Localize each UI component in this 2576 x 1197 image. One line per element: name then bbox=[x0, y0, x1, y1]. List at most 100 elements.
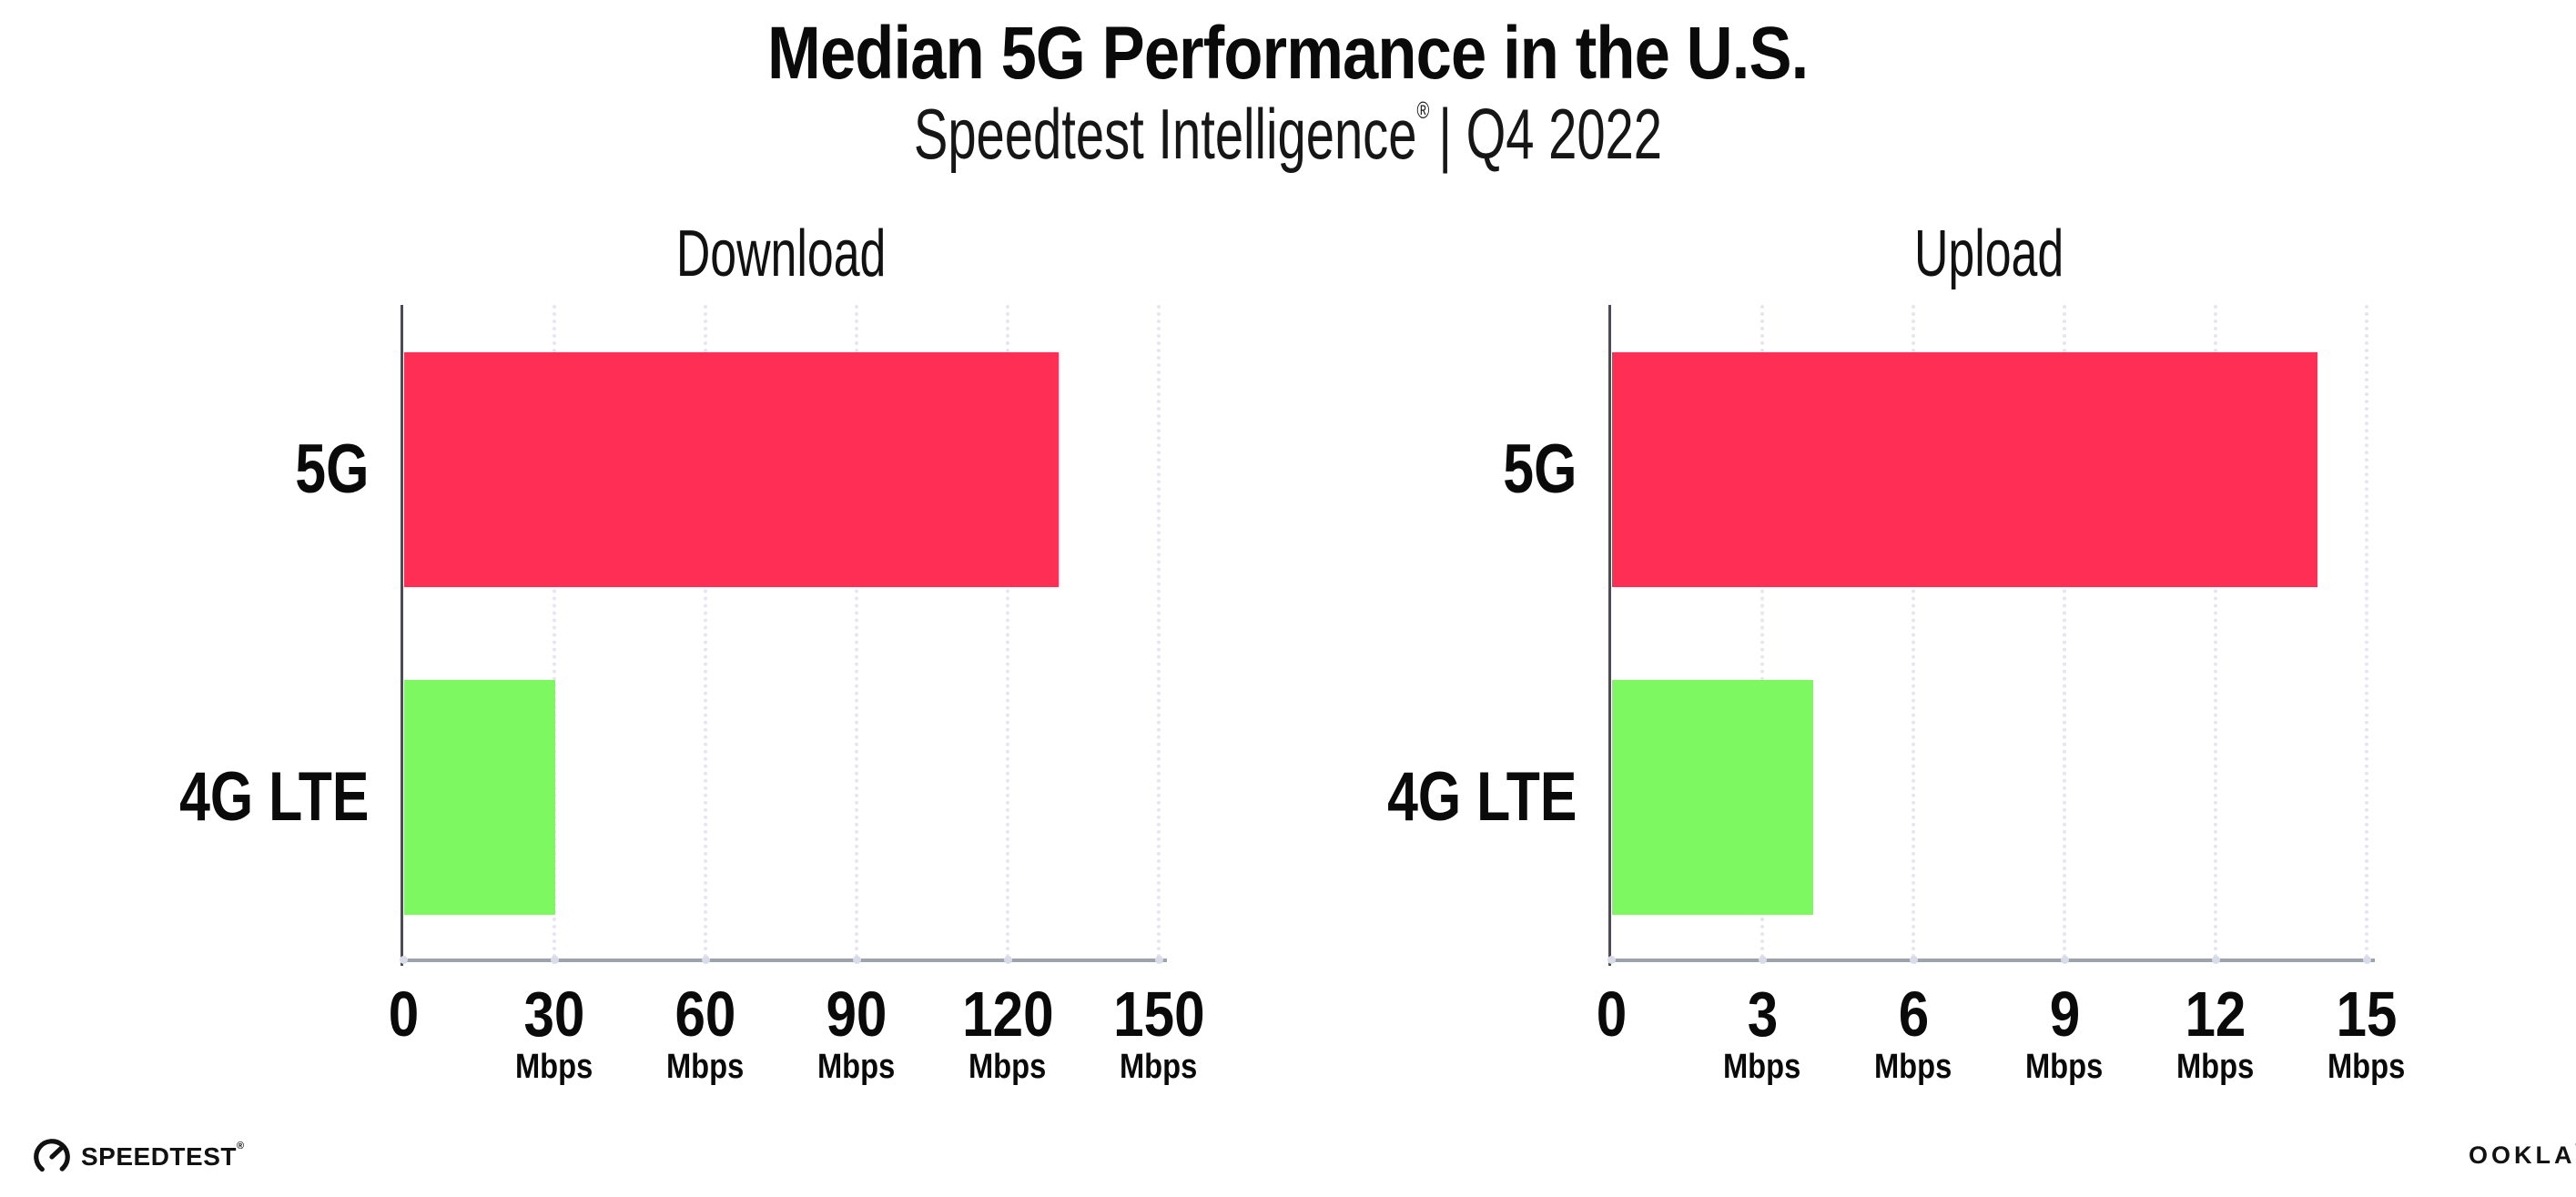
upload-tick-unit-12: Mbps bbox=[2134, 1049, 2297, 1085]
subtitle-period: | Q4 2022 bbox=[1438, 94, 1663, 174]
page-title-text: Median 5G Performance in the U.S. bbox=[767, 12, 1809, 95]
download-chart-title-text: Download bbox=[675, 218, 887, 290]
download-tick-label-120: 120 bbox=[926, 981, 1090, 1047]
tick-label-text: 15 bbox=[2336, 979, 2398, 1050]
tick-unit-text: Mbps bbox=[1120, 1048, 1198, 1086]
speedtest-logo-text: SPEEDTEST® bbox=[81, 1141, 245, 1172]
upload-tick-label-0: 0 bbox=[1529, 981, 1693, 1047]
download-gridline-30 bbox=[553, 305, 556, 959]
upload-tick-label-15: 15 bbox=[2285, 981, 2449, 1047]
registered-mark: ® bbox=[1416, 96, 1430, 124]
tick-label-text: 150 bbox=[1112, 979, 1205, 1050]
download-tick-dot-120 bbox=[1004, 956, 1012, 964]
download-gridline-60 bbox=[704, 305, 707, 959]
upload-gridline-9 bbox=[2063, 305, 2066, 959]
upload-tick-dot-12 bbox=[2212, 956, 2220, 964]
download-bar-5g bbox=[404, 352, 1059, 587]
download-tick-dot-0 bbox=[400, 956, 408, 964]
upload-tick-dot-0 bbox=[1607, 956, 1616, 964]
download-tick-label-150: 150 bbox=[1077, 981, 1241, 1047]
upload-y-axis bbox=[1608, 305, 1611, 966]
category-label-text: 5G bbox=[1502, 431, 1577, 508]
tick-unit-text: Mbps bbox=[969, 1048, 1047, 1086]
tick-label-text: 6 bbox=[1898, 979, 1929, 1050]
upload-tick-dot-6 bbox=[1910, 956, 1918, 964]
upload-tick-dot-9 bbox=[2061, 956, 2069, 964]
upload-chart-title-text: Upload bbox=[1913, 218, 2064, 290]
download-gridline-150 bbox=[1157, 305, 1161, 959]
download-tick-unit-150: Mbps bbox=[1077, 1049, 1241, 1085]
upload-tick-unit-15: Mbps bbox=[2285, 1049, 2449, 1085]
tick-unit-text: Mbps bbox=[817, 1048, 896, 1086]
download-chart-title: Download bbox=[403, 217, 1159, 291]
tick-label-text: 90 bbox=[826, 979, 887, 1050]
subtitle-brand: Speedtest Intelligence bbox=[913, 94, 1417, 174]
tick-unit-text: Mbps bbox=[1874, 1048, 1952, 1086]
download-tick-label-60: 60 bbox=[624, 981, 787, 1047]
download-tick-unit-90: Mbps bbox=[775, 1049, 938, 1085]
download-tick-dot-150 bbox=[1155, 956, 1163, 964]
tick-label-text: 60 bbox=[674, 979, 736, 1050]
download-tick-unit-120: Mbps bbox=[926, 1049, 1090, 1085]
page-subtitle-text: Speedtest Intelligence® | Q4 2022 bbox=[914, 93, 1662, 176]
tick-label-text: 0 bbox=[388, 979, 419, 1050]
tick-label-text: 3 bbox=[1747, 979, 1778, 1050]
tick-unit-text: Mbps bbox=[2176, 1048, 2255, 1086]
category-label-text: 4G LTE bbox=[1386, 758, 1577, 836]
upload-tick-dot-3 bbox=[1759, 956, 1767, 964]
upload-tick-unit-6: Mbps bbox=[1831, 1049, 1995, 1085]
tick-unit-text: Mbps bbox=[2328, 1048, 2406, 1086]
upload-tick-label-9: 9 bbox=[1983, 981, 2146, 1047]
tick-label-text: 0 bbox=[1596, 979, 1627, 1050]
download-gridline-120 bbox=[1006, 305, 1009, 959]
tick-label-text: 12 bbox=[2185, 979, 2246, 1050]
download-tick-unit-30: Mbps bbox=[472, 1049, 636, 1085]
upload-tick-label-3: 3 bbox=[1680, 981, 1844, 1047]
upload-bar-4g-lte bbox=[1612, 680, 1813, 915]
upload-gridline-15 bbox=[2365, 305, 2368, 959]
download-tick-label-30: 30 bbox=[472, 981, 636, 1047]
page-title: Median 5G Performance in the U.S. bbox=[0, 11, 2576, 96]
download-y-axis bbox=[401, 305, 403, 966]
ookla-logo: OOKLA® bbox=[2469, 1140, 2576, 1170]
speedtest-logo: SPEEDTEST® bbox=[31, 1136, 245, 1178]
speedtest-wordmark: SPEEDTEST bbox=[81, 1142, 237, 1171]
upload-category-label-5g: 5G bbox=[1212, 429, 1577, 511]
upload-gridline-12 bbox=[2214, 305, 2217, 959]
upload-gridline-6 bbox=[1912, 305, 1915, 959]
upload-bar-5g bbox=[1612, 352, 2317, 587]
page-subtitle: Speedtest Intelligence® | Q4 2022 bbox=[0, 93, 2576, 176]
tick-unit-text: Mbps bbox=[2025, 1048, 2104, 1086]
upload-tick-unit-3: Mbps bbox=[1680, 1049, 1844, 1085]
download-x-axis bbox=[401, 959, 1167, 962]
download-category-label-4g-lte: 4G LTE bbox=[5, 756, 369, 838]
tick-unit-text: Mbps bbox=[515, 1048, 593, 1086]
tick-unit-text: Mbps bbox=[666, 1048, 745, 1086]
tick-label-text: 9 bbox=[2049, 979, 2080, 1050]
upload-tick-label-12: 12 bbox=[2134, 981, 2297, 1047]
tick-label-text: 120 bbox=[961, 979, 1054, 1050]
category-label-text: 4G LTE bbox=[178, 758, 369, 836]
download-tick-dot-60 bbox=[702, 956, 710, 964]
upload-category-label-4g-lte: 4G LTE bbox=[1212, 756, 1577, 838]
download-category-label-5g: 5G bbox=[5, 429, 369, 511]
tick-unit-text: Mbps bbox=[1723, 1048, 1801, 1086]
upload-tick-dot-15 bbox=[2363, 956, 2371, 964]
download-tick-label-0: 0 bbox=[321, 981, 485, 1047]
ookla-wordmark: OOKLA bbox=[2469, 1141, 2576, 1169]
upload-gridline-3 bbox=[1760, 305, 1764, 959]
category-label-text: 5G bbox=[294, 431, 369, 508]
download-gridline-90 bbox=[855, 305, 858, 959]
upload-tick-unit-9: Mbps bbox=[1983, 1049, 2146, 1085]
download-tick-label-90: 90 bbox=[775, 981, 938, 1047]
upload-chart-title: Upload bbox=[1611, 217, 2367, 291]
upload-x-axis bbox=[1608, 959, 2375, 962]
upload-tick-label-6: 6 bbox=[1831, 981, 1995, 1047]
download-tick-dot-30 bbox=[551, 956, 559, 964]
download-tick-unit-60: Mbps bbox=[624, 1049, 787, 1085]
speedtest-gauge-icon bbox=[34, 1139, 70, 1175]
tick-label-text: 30 bbox=[523, 979, 585, 1050]
download-bar-4g-lte bbox=[404, 680, 555, 915]
speedtest-registered-mark: ® bbox=[236, 1141, 245, 1151]
